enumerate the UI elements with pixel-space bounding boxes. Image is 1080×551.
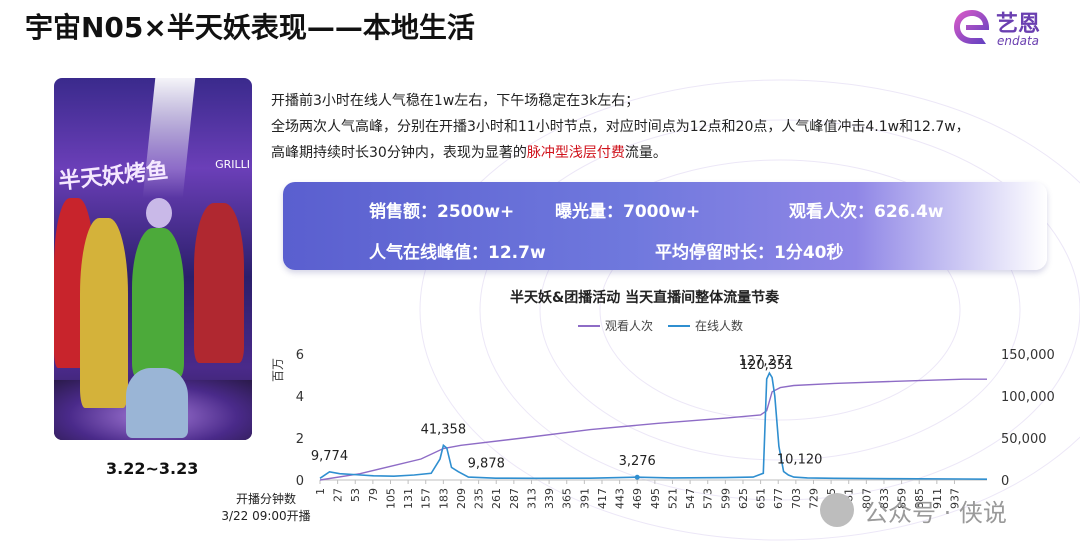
x-tick-label: 937 <box>948 488 961 509</box>
description-line-3-start: 高峰期持续时长30分钟内，表现为显著的 <box>271 145 527 161</box>
logo-english-text: endata <box>997 34 1040 48</box>
logo-chinese-text: 艺恩 <box>996 12 1041 37</box>
data-label: 9,878 <box>468 457 505 472</box>
performer-figure <box>126 368 188 438</box>
y-left-tick-label: 4 <box>296 390 304 405</box>
series-line-views <box>319 378 987 481</box>
x-tick-label: 859 <box>896 488 909 509</box>
data-label: 3,276 <box>619 454 656 469</box>
x-tick-label: 391 <box>578 488 591 509</box>
data-label: 127,272 <box>739 354 793 369</box>
x-tick-label: 261 <box>490 488 503 509</box>
x-tick-label: 365 <box>561 488 574 509</box>
x-axis-label-line-2: 3/22 09:00开播 <box>221 509 310 523</box>
page-title: 宇宙N05×半天妖表现——本地生活 <box>25 11 475 44</box>
x-tick-label: 105 <box>384 488 397 509</box>
description-line-3-end: 流量。 <box>624 145 667 161</box>
x-tick-label: 677 <box>772 488 785 509</box>
kpi-peak-online: 人气在线峰值：12.7w <box>369 243 546 263</box>
x-tick-label: 573 <box>702 488 715 509</box>
kpi-band: 销售额：2500w+ 曝光量：7000w+ 观看人次：626.4w 人气在线峰值… <box>283 182 1047 270</box>
x-tick-label: 157 <box>420 488 433 509</box>
kpi-avg-stay: 平均停留时长：1分40秒 <box>655 243 844 263</box>
event-photo: 半天妖烤鱼 GRILLI <box>54 78 252 440</box>
kpi-views: 观看人次：626.4w <box>789 202 944 222</box>
description-text: 开播前3小时在线人气稳在1w左右，下午场稳定在3k左右； 全场两次人气高峰，分别… <box>271 88 1061 166</box>
x-tick-label: 209 <box>455 488 468 509</box>
x-tick-label: 495 <box>649 488 662 509</box>
x-tick-label: 235 <box>473 488 486 509</box>
x-tick-label: 625 <box>737 488 750 509</box>
watermark-text: 公众号 · 侠说 <box>864 499 1007 527</box>
x-tick-label: 729 <box>807 488 820 509</box>
x-tick-label: 53 <box>349 488 362 502</box>
x-tick-label: 443 <box>614 488 627 509</box>
data-point-marker <box>634 474 640 480</box>
legend-label: 观看人次 <box>605 319 653 333</box>
x-tick-label: 469 <box>631 488 644 509</box>
x-tick-label: 807 <box>860 488 873 509</box>
x-tick-label: 131 <box>402 488 415 509</box>
x-tick-label: 521 <box>666 488 679 509</box>
x-tick-label: 651 <box>755 488 768 509</box>
performer-figure <box>80 218 128 408</box>
wechat-account-icon <box>820 493 854 527</box>
description-line-3: 高峰期持续时长30分钟内，表现为显著的脉冲型浅层付费流量。 <box>271 140 1061 166</box>
x-tick-label: 183 <box>437 488 450 509</box>
description-line-2: 全场两次人气高峰，分别在开播3小时和11小时节点，对应时间点为12点和20点，人… <box>271 119 970 135</box>
brand-logo: 艺恩 endata <box>952 6 1072 50</box>
x-tick-label: 833 <box>878 488 891 509</box>
x-axis-label-line-1: 开播分钟数 <box>236 491 296 506</box>
x-tick-label: 547 <box>684 488 697 509</box>
performer-figure <box>194 203 244 363</box>
chart-svg: 0 2 4 6 百万 0 50,000 100,000 150,000 1 27 53 79 105 131… <box>221 318 1055 523</box>
y-right-tick-label: 0 <box>1001 474 1009 489</box>
data-label: 120,351 <box>740 358 794 373</box>
endata-logo-icon <box>954 10 990 44</box>
y-left-tick-label: 0 <box>296 474 304 489</box>
x-tick-label: 599 <box>719 488 732 509</box>
photo-grill-text: GRILLI <box>215 158 250 171</box>
date-range-label: 3.22~3.23 <box>106 459 199 478</box>
y-left-tick-label: 6 <box>296 348 304 363</box>
kpi-exposure: 曝光量：7000w+ <box>555 202 701 222</box>
y-left-tick-label: 2 <box>296 432 304 447</box>
data-label: 9,774 <box>311 449 348 464</box>
y-right-tick-label: 150,000 <box>1001 348 1055 363</box>
y-right-tick-label: 50,000 <box>1001 432 1047 447</box>
x-tick-label: 339 <box>543 488 556 509</box>
x-tick-label: 79 <box>367 488 380 502</box>
x-tick-label: 313 <box>525 488 538 509</box>
x-tick-label: 27 <box>332 488 345 502</box>
performer-figure <box>132 228 184 378</box>
chart-title: 半天妖&团播活动 当天直播间整体流量节奏 <box>510 290 780 306</box>
legend-label: 在线人数 <box>695 318 743 333</box>
x-tick-label: 911 <box>931 488 944 509</box>
y-left-unit-label: 百万 <box>271 358 285 382</box>
y-right-tick-label: 100,000 <box>1001 390 1055 405</box>
x-tick-label: 703 <box>790 488 803 509</box>
x-tick-label: 417 <box>596 488 609 509</box>
x-tick-label: 287 <box>508 488 521 509</box>
traffic-chart: 半天妖&团播活动 当天直播间整体流量节奏 0 2 4 6 百万 0 50,000 100,00… <box>220 280 1080 551</box>
watermark: 公众号 · 侠说 <box>820 489 1060 529</box>
x-tick-label: 885 <box>913 488 926 509</box>
data-label: 41,358 <box>421 422 467 437</box>
description-highlight: 脉冲型浅层付费 <box>526 145 625 161</box>
x-tick-label: 1 <box>314 488 327 495</box>
performer-head <box>146 198 172 228</box>
kpi-sales: 销售额：2500w+ <box>369 202 515 222</box>
description-line-1: 开播前3小时在线人气稳在1w左右，下午场稳定在3k左右； <box>271 93 640 109</box>
data-label: 10,120 <box>777 452 823 467</box>
